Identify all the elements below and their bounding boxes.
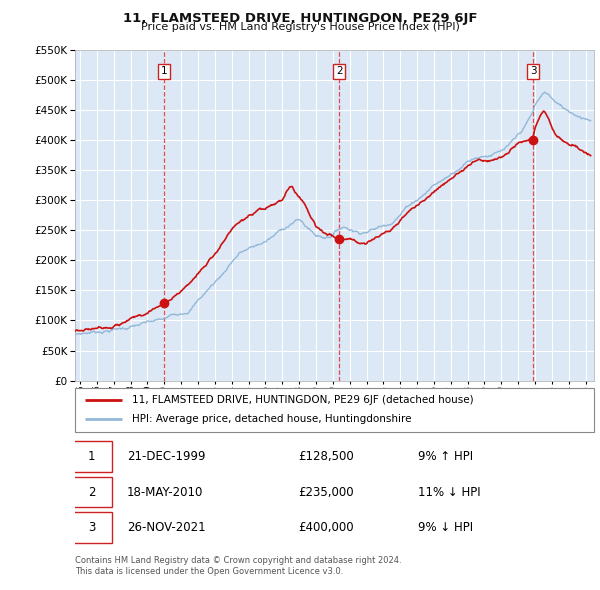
Text: £235,000: £235,000 [298, 486, 354, 499]
Text: 1: 1 [88, 450, 95, 463]
Text: 2: 2 [336, 66, 343, 76]
Text: 11, FLAMSTEED DRIVE, HUNTINGDON, PE29 6JF: 11, FLAMSTEED DRIVE, HUNTINGDON, PE29 6J… [123, 12, 477, 25]
Text: 1: 1 [160, 66, 167, 76]
Text: HPI: Average price, detached house, Huntingdonshire: HPI: Average price, detached house, Hunt… [132, 415, 412, 424]
Text: 3: 3 [88, 521, 95, 534]
FancyBboxPatch shape [71, 477, 112, 507]
FancyBboxPatch shape [71, 512, 112, 543]
Text: 26-NOV-2021: 26-NOV-2021 [127, 521, 206, 534]
Text: £400,000: £400,000 [298, 521, 354, 534]
Text: 11, FLAMSTEED DRIVE, HUNTINGDON, PE29 6JF (detached house): 11, FLAMSTEED DRIVE, HUNTINGDON, PE29 6J… [132, 395, 474, 405]
Text: 21-DEC-1999: 21-DEC-1999 [127, 450, 205, 463]
Text: 2: 2 [88, 486, 95, 499]
Text: 9% ↑ HPI: 9% ↑ HPI [418, 450, 473, 463]
Text: Contains HM Land Registry data © Crown copyright and database right 2024.: Contains HM Land Registry data © Crown c… [75, 556, 401, 565]
Text: Price paid vs. HM Land Registry's House Price Index (HPI): Price paid vs. HM Land Registry's House … [140, 22, 460, 32]
Text: £128,500: £128,500 [298, 450, 354, 463]
Text: 3: 3 [530, 66, 536, 76]
FancyBboxPatch shape [71, 441, 112, 472]
Text: 9% ↓ HPI: 9% ↓ HPI [418, 521, 473, 534]
FancyBboxPatch shape [75, 388, 594, 432]
Text: This data is licensed under the Open Government Licence v3.0.: This data is licensed under the Open Gov… [75, 567, 343, 576]
Text: 18-MAY-2010: 18-MAY-2010 [127, 486, 203, 499]
Text: 11% ↓ HPI: 11% ↓ HPI [418, 486, 480, 499]
